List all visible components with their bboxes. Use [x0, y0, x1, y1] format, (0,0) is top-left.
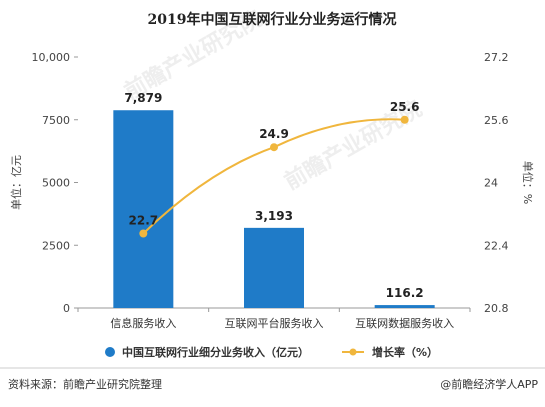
line-point — [400, 115, 409, 124]
bar-value-label: 116.2 — [386, 286, 424, 300]
right-tick-label: 25.6 — [484, 114, 509, 127]
left-tick-label: 0 — [63, 302, 70, 315]
legend-line-dot — [349, 348, 357, 356]
line-value-label: 25.6 — [390, 100, 420, 114]
right-axis-title: 单位：% — [521, 161, 535, 204]
right-tick-label: 24 — [484, 177, 498, 190]
right-tick-label: 22.4 — [484, 239, 509, 252]
legend-bar-marker — [105, 347, 115, 357]
left-tick-label: 5000 — [42, 177, 70, 190]
category-label: 互联网平台服务收入 — [225, 316, 324, 330]
bar — [244, 227, 304, 308]
line-point — [270, 143, 278, 152]
category-label: 信息服务收入 — [110, 316, 176, 330]
brand-note: @前瞻经济学人APP — [440, 377, 538, 391]
line-point — [139, 229, 148, 238]
line-series: 22.7 24.9 25.6 — [129, 100, 420, 238]
right-tick-label: 20.8 — [484, 302, 509, 315]
legend: 中国互联网行业细分业务收入（亿元） 增长率（%） — [105, 345, 438, 359]
source-note: 资料来源：前瞻产业研究院整理 — [8, 377, 162, 391]
bar — [374, 305, 435, 308]
axes: 0 2500 5000 7500 10,000 20.8 22.4 24 25.6 27.2 信息服… — [9, 51, 535, 330]
line-value-label: 22.7 — [129, 213, 159, 227]
bar-series: 7,879 3,193 116.2 — [113, 91, 435, 309]
legend-bar-label: 中国互联网行业细分业务收入（亿元） — [122, 345, 309, 359]
chart-title: 2019年中国互联网行业分业务运行情况 — [148, 11, 397, 28]
bar — [113, 110, 174, 309]
left-tick-label: 7500 — [42, 114, 70, 127]
left-tick-label: 2500 — [42, 239, 70, 252]
legend-line-label: 增长率（%） — [372, 345, 438, 359]
right-tick-label: 27.2 — [484, 51, 509, 64]
left-tick-label: 10,000 — [32, 51, 71, 64]
bar-value-label: 7,879 — [124, 91, 162, 105]
bar-value-label: 3,193 — [255, 209, 293, 223]
line-value-label: 24.9 — [259, 127, 289, 141]
left-axis-title: 单位：亿元 — [9, 155, 23, 210]
category-label: 互联网数据服务收入 — [355, 316, 454, 330]
